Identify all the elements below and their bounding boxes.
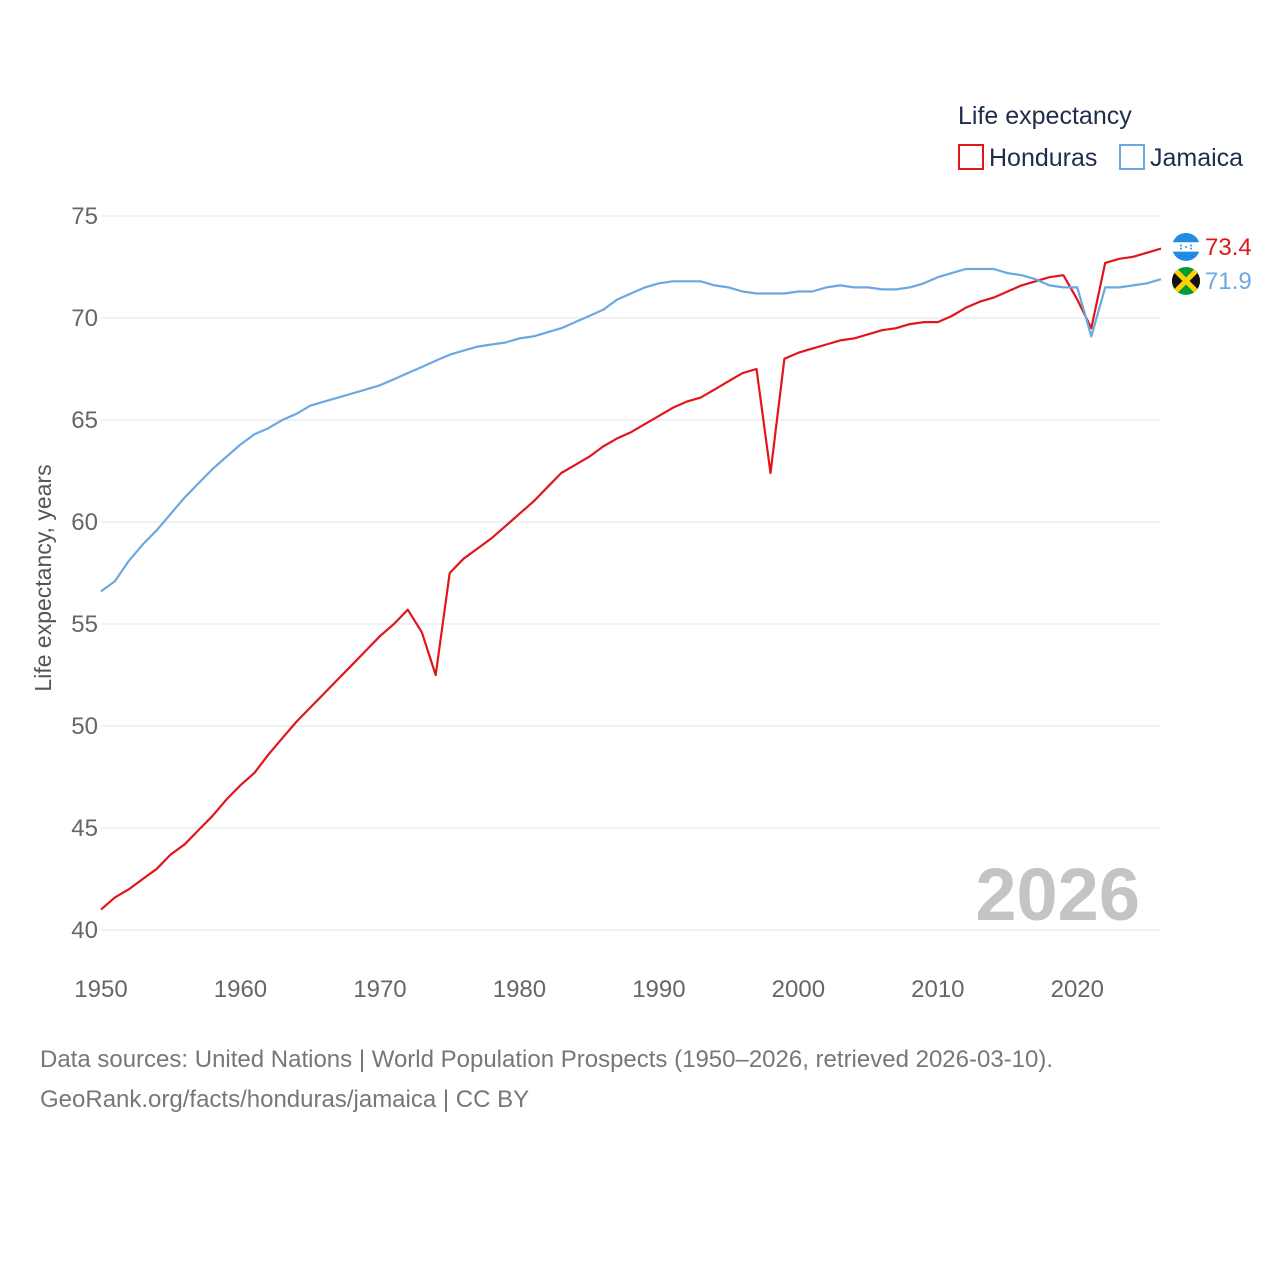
footer: Data sources: United Nations | World Pop…	[40, 1040, 1053, 1120]
end-label-jamaica: 71.9	[1205, 268, 1252, 295]
legend-label-honduras: Honduras	[989, 144, 1097, 172]
x-tick-label-2010: 2010	[911, 976, 964, 1003]
x-tick-label-1950: 1950	[74, 976, 127, 1003]
legend-label-jamaica: Jamaica	[1150, 144, 1243, 172]
x-tick-label-1990: 1990	[632, 976, 685, 1003]
y-tick-label-45: 45	[71, 815, 98, 842]
jamaica-flag-icon	[1172, 266, 1200, 295]
year-label: 2026	[975, 853, 1140, 936]
y-tick-label-60: 60	[71, 509, 98, 536]
footer-sources: Data sources: United Nations | World Pop…	[40, 1046, 1054, 1073]
end-label-honduras: 73.4	[1205, 234, 1252, 261]
series-layer	[100, 247, 1162, 911]
y-axis-label: Life expectancy, years	[30, 464, 56, 691]
y-tick-label-55: 55	[71, 611, 98, 638]
line-chart: 40 45 50 55 60 65 70 75 1950 1960 1970 1980 1990 200…	[30, 102, 1252, 1003]
x-tick-label-2020: 2020	[1051, 976, 1104, 1003]
series-line-honduras	[100, 247, 1162, 911]
y-tick-label-50: 50	[71, 713, 98, 740]
x-axis-ticks: 1950 1960 1970 1980 1990 2000 2010 2020	[74, 976, 1104, 1003]
y-tick-label-75: 75	[71, 203, 98, 230]
x-tick-label-1960: 1960	[214, 976, 267, 1003]
legend-swatch-jamaica	[1119, 144, 1145, 170]
legend-swatch-honduras	[958, 144, 984, 170]
series-line-jamaica	[100, 267, 1162, 593]
y-axis-ticks: 40 45 50 55 60 65 70 75	[71, 203, 98, 944]
footer-attribution: GeoRank.org/facts/honduras/jamaica | CC …	[40, 1086, 530, 1113]
y-tick-label-70: 70	[71, 305, 98, 332]
legend-title: Life expectancy	[958, 102, 1132, 130]
legend: Life expectancy Honduras Jamaica	[958, 102, 1243, 172]
y-tick-label-65: 65	[71, 407, 98, 434]
x-tick-label-1970: 1970	[353, 976, 406, 1003]
x-tick-label-1980: 1980	[493, 976, 546, 1003]
grid-layer	[101, 215, 1161, 931]
x-tick-label-2000: 2000	[772, 976, 825, 1003]
honduras-flag-icon	[1172, 232, 1200, 261]
y-tick-label-40: 40	[71, 917, 98, 944]
